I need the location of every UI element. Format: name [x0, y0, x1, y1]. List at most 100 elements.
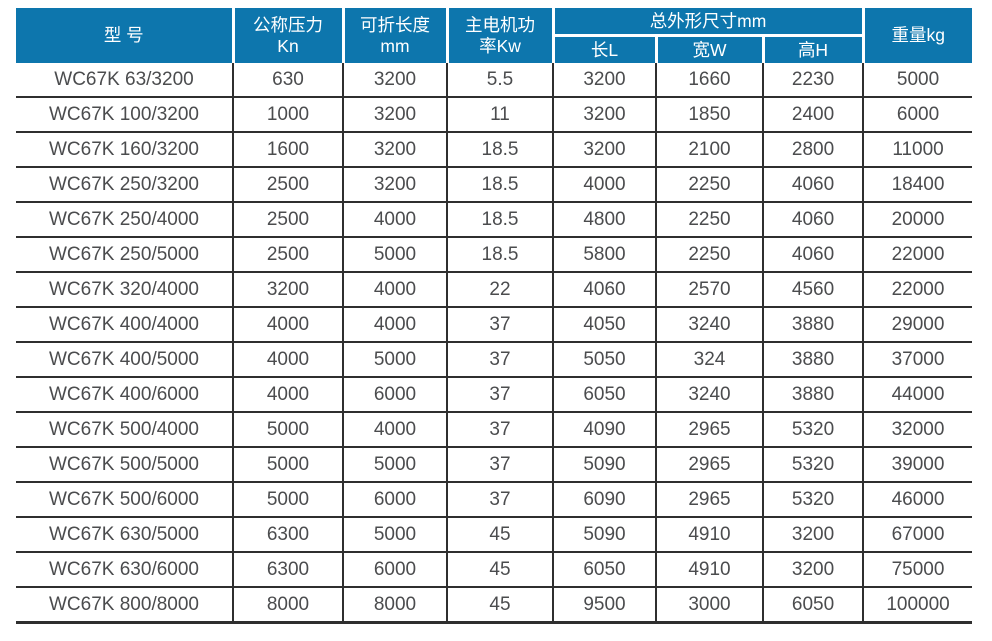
value-cell: 4090	[552, 411, 657, 448]
value-cell: 4000	[342, 411, 448, 448]
model-cell: WC67K 160/3200	[16, 131, 234, 168]
table-row: WC67K 250/4000 2500 4000 18.5 4800 2250 4060 20…	[16, 201, 973, 238]
value-cell: 2250	[655, 201, 764, 238]
model-cell: WC67K 500/5000	[16, 446, 234, 483]
spec-table-container: 型 号 公称压力 Kn 可折长度 mm 主电机功 率Kw 总外形尺寸mm	[16, 8, 973, 624]
value-cell: 6050	[761, 586, 865, 624]
table-row: WC67K 800/8000 8000 8000 45 9500 3000 6050 1000…	[16, 586, 973, 624]
value-cell: 6090	[552, 481, 657, 518]
value-cell: 18.5	[446, 166, 554, 203]
value-cell: 67000	[862, 516, 973, 553]
spec-table: 型 号 公称压力 Kn 可折长度 mm 主电机功 率Kw 总外形尺寸mm	[16, 8, 973, 624]
value-cell: 2500	[232, 236, 344, 273]
value-cell: 4000	[342, 306, 448, 343]
table-row: WC67K 250/5000 2500 5000 18.5 5800 2250 4060 22…	[16, 236, 973, 273]
value-cell: 1660	[655, 63, 764, 98]
value-cell: 11	[446, 96, 554, 133]
value-cell: 5090	[552, 446, 657, 483]
value-cell: 4000	[232, 306, 344, 343]
value-cell: 4560	[761, 271, 865, 308]
model-cell: WC67K 400/6000	[16, 376, 234, 413]
header-fold-length-line1: 可折长度	[360, 14, 430, 35]
header-motor-power-line2: 率Kw	[479, 35, 521, 56]
value-cell: 3200	[761, 516, 865, 553]
value-cell: 1600	[232, 131, 344, 168]
table-row: WC67K 500/5000 5000 5000 37 5090 2965 5320 3900…	[16, 446, 973, 483]
model-cell: WC67K 320/4000	[16, 271, 234, 308]
value-cell: 37	[446, 306, 554, 343]
value-cell: 37	[446, 376, 554, 413]
value-cell: 5090	[552, 516, 657, 553]
value-cell: 44000	[862, 376, 973, 413]
value-cell: 2965	[655, 411, 764, 448]
spec-table-body: WC67K 63/3200 630 3200 5.5 3200 1660 2230 5000 W…	[16, 63, 973, 624]
value-cell: 3240	[655, 376, 764, 413]
value-cell: 22000	[862, 271, 973, 308]
value-cell: 4060	[761, 166, 865, 203]
header-dimensions-group-label: 总外形尺寸mm	[649, 10, 767, 31]
value-cell: 45	[446, 551, 554, 588]
value-cell: 22000	[862, 236, 973, 273]
value-cell: 3000	[655, 586, 764, 624]
table-row: WC67K 160/3200 1600 3200 18.5 3200 2100 2800 11…	[16, 131, 973, 168]
value-cell: 4910	[655, 551, 764, 588]
value-cell: 18.5	[446, 236, 554, 273]
value-cell: 5000	[862, 63, 973, 98]
value-cell: 29000	[862, 306, 973, 343]
value-cell: 5000	[232, 411, 344, 448]
value-cell: 3200	[552, 96, 657, 133]
value-cell: 3200	[342, 131, 448, 168]
value-cell: 2230	[761, 63, 865, 98]
value-cell: 6000	[342, 376, 448, 413]
header-nominal-pressure-line1: 公称压力	[253, 14, 323, 35]
header-model-label: 型 号	[103, 25, 144, 46]
value-cell: 630	[232, 63, 344, 98]
value-cell: 11000	[862, 131, 973, 168]
model-cell: WC67K 100/3200	[16, 96, 234, 133]
table-row: WC67K 400/4000 4000 4000 37 4050 3240 3880 2900…	[16, 306, 973, 343]
value-cell: 2400	[761, 96, 865, 133]
table-row: WC67K 500/6000 5000 6000 37 6090 2965 5320 4600…	[16, 481, 973, 518]
header-dimensions-group: 总外形尺寸mm	[551, 8, 864, 37]
value-cell: 5000	[342, 446, 448, 483]
model-cell: WC67K 500/4000	[16, 411, 234, 448]
model-cell: WC67K 250/5000	[16, 236, 234, 273]
value-cell: 32000	[862, 411, 973, 448]
value-cell: 5.5	[446, 63, 554, 98]
value-cell: 3880	[761, 376, 865, 413]
value-cell: 6000	[862, 96, 973, 133]
model-cell: WC67K 630/5000	[16, 516, 234, 553]
header-fold-length-line2: mm	[380, 35, 410, 56]
value-cell: 8000	[232, 586, 344, 624]
table-row: WC67K 320/4000 3200 4000 22 4060 2570 4560 2200…	[16, 271, 973, 308]
value-cell: 46000	[862, 481, 973, 518]
value-cell: 324	[655, 341, 764, 378]
header-dim-width-label: 宽W	[692, 39, 727, 60]
value-cell: 37	[446, 446, 554, 483]
value-cell: 5000	[342, 341, 448, 378]
table-row: WC67K 630/5000 6300 5000 45 5090 4910 3200 6700…	[16, 516, 973, 553]
model-cell: WC67K 400/5000	[16, 341, 234, 378]
value-cell: 2250	[655, 236, 764, 273]
table-row: WC67K 500/4000 5000 4000 37 4090 2965 5320 3200…	[16, 411, 973, 448]
value-cell: 18400	[862, 166, 973, 203]
value-cell: 2250	[655, 166, 764, 203]
value-cell: 5000	[342, 236, 448, 273]
value-cell: 6050	[552, 376, 657, 413]
table-row: WC67K 630/6000 6300 6000 45 6050 4910 3200 7500…	[16, 551, 973, 588]
value-cell: 3200	[342, 96, 448, 133]
value-cell: 8000	[342, 586, 448, 624]
value-cell: 1850	[655, 96, 764, 133]
value-cell: 2800	[761, 131, 865, 168]
value-cell: 100000	[862, 586, 973, 624]
value-cell: 4000	[552, 166, 657, 203]
header-dim-height-label: 高H	[797, 39, 829, 60]
value-cell: 3880	[761, 341, 865, 378]
value-cell: 4000	[342, 271, 448, 308]
value-cell: 3200	[342, 166, 448, 203]
value-cell: 37	[446, 411, 554, 448]
value-cell: 4060	[761, 201, 865, 238]
value-cell: 18.5	[446, 201, 554, 238]
value-cell: 3200	[232, 271, 344, 308]
value-cell: 37	[446, 481, 554, 518]
